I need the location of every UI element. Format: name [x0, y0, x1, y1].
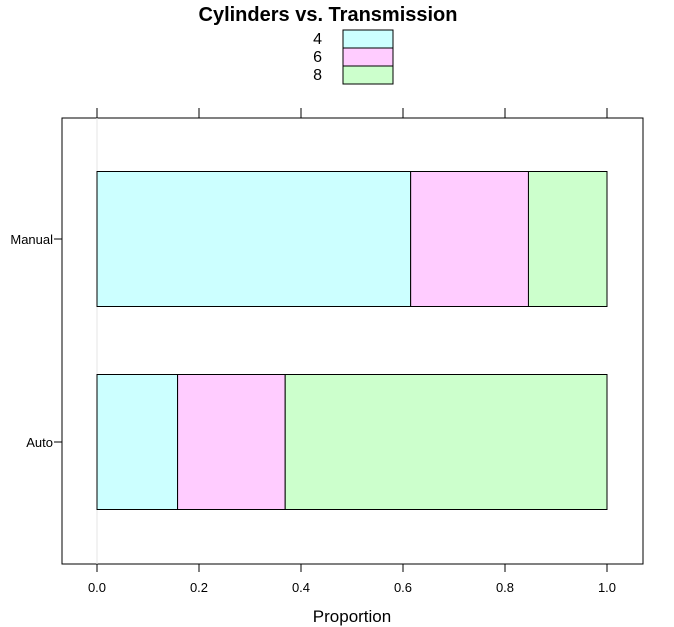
legend-label-6: 6 [313, 49, 322, 66]
legend-label-4: 4 [313, 31, 322, 48]
legend-swatch-8 [342, 65, 394, 85]
y-tick-label-auto: Auto [26, 435, 53, 450]
x-tick-label-0.6: 0.6 [394, 580, 412, 595]
y-axis: Manual Auto [10, 232, 62, 450]
bars [96, 171, 608, 510]
bar-auto-6-cyl [177, 374, 286, 510]
x-tick-label-1.0: 1.0 [598, 580, 616, 595]
bar-manual-4-cyl [96, 171, 412, 307]
plot-frame [61, 117, 644, 565]
y-tick-label-manual: Manual [10, 232, 53, 247]
x-tick-label-0.0: 0.0 [88, 580, 106, 595]
chart-title: Cylinders vs. Transmission [199, 4, 458, 26]
x-axis-label: Proportion [313, 607, 391, 626]
legend-swatch-6 [342, 47, 394, 67]
legend-label-8: 8 [313, 67, 322, 84]
bar-manual-6-cyl [410, 171, 529, 307]
x-tick-label-0.4: 0.4 [292, 580, 310, 595]
x-axis: 0.0 0.2 0.4 0.6 0.8 1.0 [88, 108, 616, 595]
legend-swatch-4 [342, 29, 394, 49]
bar-auto-8-cyl [284, 374, 608, 510]
bar-manual-8-cyl [527, 171, 608, 307]
legend: 468 [313, 29, 394, 85]
x-tick-label-0.2: 0.2 [190, 580, 208, 595]
x-tick-label-0.8: 0.8 [496, 580, 514, 595]
bar-auto-4-cyl [96, 374, 179, 510]
